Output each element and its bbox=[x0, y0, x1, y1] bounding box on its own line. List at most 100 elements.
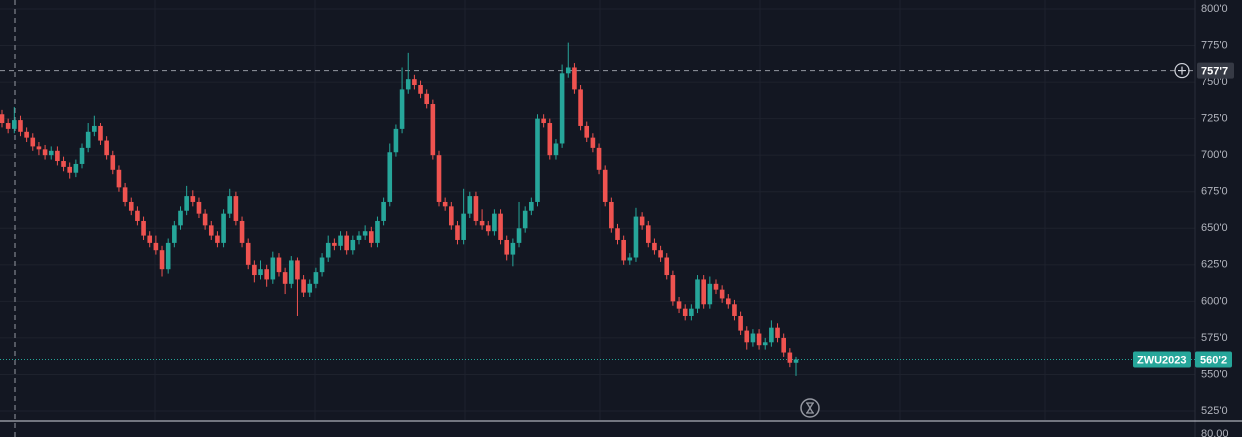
candle-body bbox=[621, 239, 626, 261]
candle-body bbox=[436, 155, 442, 202]
candle-body bbox=[350, 239, 356, 251]
y-tick-label: 750'0 bbox=[1201, 76, 1228, 88]
candle-body bbox=[227, 196, 233, 214]
candle-body bbox=[442, 201, 448, 207]
candle-body bbox=[627, 257, 633, 261]
lower-pane-label: 80.00 bbox=[1201, 428, 1229, 437]
candle-body bbox=[793, 359, 799, 363]
candle-body bbox=[467, 196, 473, 214]
candle-body bbox=[239, 220, 245, 243]
candle-body bbox=[5, 123, 11, 129]
candle-body bbox=[258, 269, 263, 276]
candle-body bbox=[750, 333, 756, 343]
candle-body bbox=[288, 260, 294, 284]
candle-body bbox=[430, 104, 436, 156]
candle-body bbox=[695, 279, 700, 309]
candle-body bbox=[756, 333, 762, 346]
candle-body bbox=[178, 210, 183, 226]
candle-body bbox=[547, 123, 553, 156]
candle-body bbox=[670, 275, 676, 302]
candle-body bbox=[24, 131, 29, 138]
last-price-box bbox=[1195, 351, 1232, 368]
candle-body bbox=[85, 131, 91, 148]
candle-body bbox=[362, 231, 368, 236]
candle-body bbox=[559, 73, 565, 144]
candle-body bbox=[725, 298, 731, 305]
candle-body bbox=[412, 79, 417, 86]
candle-body bbox=[590, 137, 596, 148]
candle-body bbox=[135, 210, 140, 221]
candle-body bbox=[98, 125, 103, 141]
candle-body bbox=[510, 242, 516, 255]
candle-body bbox=[516, 228, 522, 243]
candle-body bbox=[732, 304, 737, 316]
candle-body bbox=[449, 206, 454, 226]
candle-body bbox=[307, 283, 313, 293]
candle-body bbox=[522, 210, 528, 229]
candle-body bbox=[529, 201, 534, 211]
candle-body bbox=[405, 79, 411, 90]
candle-body bbox=[61, 161, 66, 167]
replay-icon[interactable] bbox=[800, 398, 820, 418]
candle-body bbox=[369, 231, 374, 243]
candle-body bbox=[572, 67, 577, 90]
candle-body bbox=[325, 242, 331, 258]
candle-body bbox=[18, 120, 23, 132]
y-tick-label: 650'0 bbox=[1201, 222, 1228, 234]
candle-body bbox=[301, 279, 306, 293]
y-tick-label: 800'0 bbox=[1201, 3, 1228, 15]
plus-sign bbox=[1178, 66, 1186, 75]
candle-body bbox=[282, 272, 288, 284]
candle-body bbox=[455, 225, 460, 240]
candle-body bbox=[424, 93, 429, 105]
candle-body bbox=[73, 163, 79, 173]
candle-body bbox=[596, 147, 602, 170]
candle-body bbox=[652, 242, 657, 251]
y-tick-label: 625'0 bbox=[1201, 259, 1228, 271]
candle-body bbox=[79, 147, 85, 164]
candle-body bbox=[775, 327, 780, 338]
candle-body bbox=[393, 128, 399, 153]
candle-body bbox=[252, 264, 257, 276]
candle-body bbox=[30, 137, 36, 147]
y-tick-label: 525'0 bbox=[1201, 405, 1228, 417]
candle-body bbox=[233, 196, 239, 221]
plus-circle bbox=[1174, 62, 1190, 79]
candle-body bbox=[12, 120, 17, 129]
candle-body bbox=[492, 213, 497, 232]
candle-body bbox=[122, 187, 128, 202]
candle-body bbox=[485, 225, 491, 232]
vertical-grid bbox=[154, 0, 1046, 420]
candle-body bbox=[36, 146, 42, 150]
candle-body bbox=[276, 257, 282, 273]
candle-body bbox=[208, 225, 214, 236]
candle-body bbox=[92, 125, 97, 132]
candle-body bbox=[270, 257, 276, 280]
candle-body bbox=[190, 196, 196, 202]
candle-body bbox=[332, 242, 337, 246]
y-tick-label: 725'0 bbox=[1201, 113, 1228, 125]
candle-body bbox=[344, 235, 349, 251]
candle-body bbox=[781, 337, 786, 353]
candle-body bbox=[381, 201, 386, 221]
y-tick-label: 700'0 bbox=[1201, 149, 1228, 161]
candle-body bbox=[676, 301, 682, 309]
candle-body bbox=[295, 260, 300, 280]
candle-body bbox=[609, 201, 614, 229]
add-alert-button[interactable] bbox=[1174, 62, 1190, 79]
last-price-label: 560'2 bbox=[1200, 354, 1227, 366]
candle-body bbox=[418, 85, 423, 94]
candle-body bbox=[399, 89, 405, 129]
candle-body bbox=[541, 118, 546, 124]
candle-body bbox=[639, 216, 645, 226]
candle-body bbox=[0, 114, 5, 124]
symbol-label-box bbox=[1133, 351, 1191, 368]
hourglass bbox=[806, 402, 814, 414]
candle-body bbox=[42, 149, 48, 156]
candle-body bbox=[264, 269, 269, 280]
candle-body bbox=[116, 169, 122, 188]
candle-body bbox=[498, 213, 503, 240]
candle-body bbox=[245, 242, 251, 265]
candle-body bbox=[55, 150, 60, 162]
